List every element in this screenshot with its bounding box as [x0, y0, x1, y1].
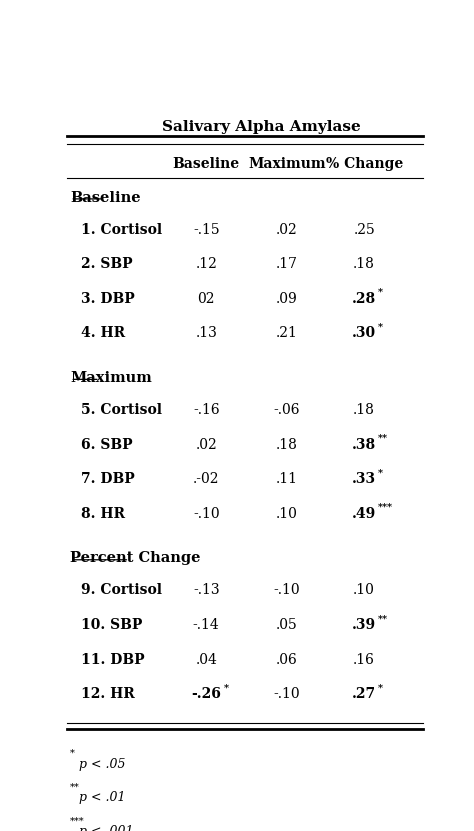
Text: .21: .21 [276, 327, 298, 340]
Text: *: * [70, 749, 75, 758]
Text: p < .001: p < .001 [80, 825, 134, 831]
Text: 11. DBP: 11. DBP [82, 652, 145, 666]
Text: .30: .30 [352, 327, 376, 340]
Text: 02: 02 [198, 292, 215, 306]
Text: -.16: -.16 [193, 403, 219, 417]
Text: p < .05: p < .05 [80, 758, 126, 770]
Text: 7. DBP: 7. DBP [82, 472, 135, 486]
Text: .13: .13 [195, 327, 217, 340]
Text: 8. HR: 8. HR [82, 507, 125, 521]
Text: 2. SBP: 2. SBP [82, 257, 133, 271]
Text: -.10: -.10 [193, 507, 219, 521]
Text: Percent Change: Percent Change [70, 552, 201, 565]
Text: 12. HR: 12. HR [82, 687, 135, 701]
Text: 9. Cortisol: 9. Cortisol [82, 583, 162, 597]
Text: .18: .18 [276, 438, 298, 451]
Text: .38: .38 [352, 438, 376, 451]
Text: .49: .49 [352, 507, 376, 521]
Text: *: * [224, 683, 229, 692]
Text: ***: *** [377, 503, 392, 512]
Text: .25: .25 [353, 223, 375, 237]
Text: **: ** [70, 783, 80, 791]
Text: p < .01: p < .01 [80, 791, 126, 804]
Text: 4. HR: 4. HR [82, 327, 126, 340]
Text: .10: .10 [276, 507, 298, 521]
Text: .33: .33 [352, 472, 376, 486]
Text: .04: .04 [195, 652, 217, 666]
Text: *: * [377, 288, 383, 297]
Text: .-02: .-02 [193, 472, 219, 486]
Text: .10: .10 [353, 583, 375, 597]
Text: .17: .17 [276, 257, 298, 271]
Text: *: * [377, 683, 383, 692]
Text: -.26: -.26 [191, 687, 221, 701]
Text: -.14: -.14 [193, 618, 219, 632]
Text: 5. Cortisol: 5. Cortisol [82, 403, 162, 417]
Text: .39: .39 [352, 618, 376, 632]
Text: 3. DBP: 3. DBP [82, 292, 135, 306]
Text: *: * [377, 322, 383, 332]
Text: .18: .18 [353, 257, 375, 271]
Text: **: ** [377, 434, 387, 443]
Text: .12: .12 [195, 257, 217, 271]
Text: Baseline: Baseline [70, 190, 141, 204]
Text: .05: .05 [276, 618, 298, 632]
Text: ***: *** [70, 816, 85, 825]
Text: .09: .09 [276, 292, 298, 306]
Text: -.13: -.13 [193, 583, 219, 597]
Text: .18: .18 [353, 403, 375, 417]
Text: .28: .28 [352, 292, 376, 306]
Text: -.10: -.10 [273, 687, 301, 701]
Text: .16: .16 [353, 652, 375, 666]
Text: .02: .02 [276, 223, 298, 237]
Text: *: * [377, 469, 383, 477]
Text: -.10: -.10 [273, 583, 301, 597]
Text: -.15: -.15 [193, 223, 219, 237]
Text: 6. SBP: 6. SBP [82, 438, 133, 451]
Text: Maximum: Maximum [70, 371, 152, 385]
Text: Baseline: Baseline [173, 157, 240, 171]
Text: .06: .06 [276, 652, 298, 666]
Text: .11: .11 [276, 472, 298, 486]
Text: -.06: -.06 [274, 403, 300, 417]
Text: **: ** [377, 614, 387, 623]
Text: 10. SBP: 10. SBP [82, 618, 143, 632]
Text: % Change: % Change [326, 157, 403, 171]
Text: Salivary Alpha Amylase: Salivary Alpha Amylase [162, 120, 361, 134]
Text: Maximum: Maximum [248, 157, 326, 171]
Text: .27: .27 [352, 687, 376, 701]
Text: .02: .02 [195, 438, 217, 451]
Text: 1. Cortisol: 1. Cortisol [82, 223, 163, 237]
